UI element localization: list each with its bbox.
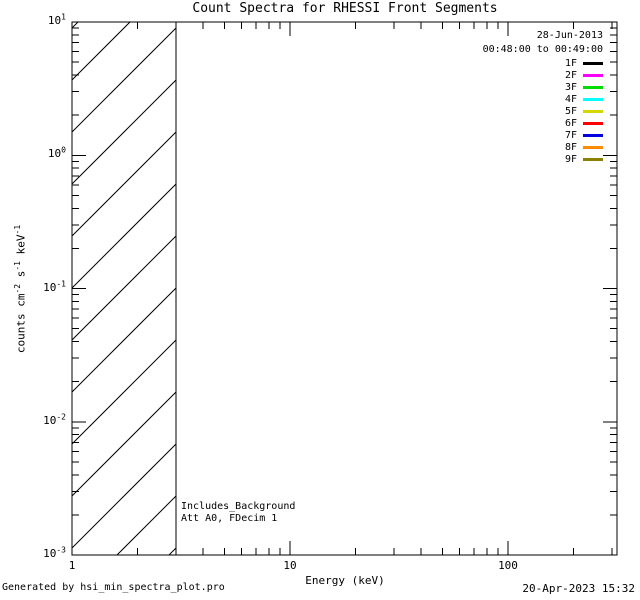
x-tick-label: 100 [498,559,518,572]
legend-entry-1f: 1F [483,57,603,69]
legend-entry-8f: 8F [483,141,603,153]
legend-date: 28-Jun-2013 [536,30,603,41]
legend-entry-4f: 4F [483,93,603,105]
legend-time-range: 00:48:00 to 00:49:00 [482,44,603,55]
x-tick-label: 1 [68,559,76,572]
chart-title: Count Spectra for RHESSI Front Segments [192,1,498,16]
y-tick-label: 10-3 [43,545,66,560]
x-tick-label: 10 [283,559,297,572]
legend: 28-Jun-2013 00:48:00 to 00:49:00 1F 2F 3F 4… [483,29,603,165]
y-tick-label: 10-2 [43,412,66,427]
hatch-line [71,443,177,549]
plot-annotation: Includes_Background Att A0, FDecim 1 [181,501,295,525]
y-tick-label: 101 [47,12,66,27]
y-axis-label: counts cm-2 s-1 keV-1 [12,224,28,354]
legend-label: 3F [564,81,577,93]
legend-swatch-6f [583,121,603,125]
footer-generated-by: Generated by hsi_min_spectra_plot.pro [2,582,225,593]
legend-entries: 1F 2F 3F 4F 5F 6F 7F 8F 9F [483,57,603,165]
legend-swatch-4f [583,97,603,101]
legend-swatch-8f [583,145,603,149]
y-tick-label: 10-1 [43,278,66,294]
legend-label: 1F [564,57,577,69]
legend-label: 5F [564,105,577,117]
hatch-line [71,235,177,341]
hatch-line [71,339,177,445]
legend-entry-7f: 7F [483,129,603,141]
legend-entry-5f: 5F [483,105,603,117]
x-axis-label: Energy (keV) [305,574,385,587]
hatch-line [71,21,79,29]
legend-label: 6F [564,117,577,129]
legend-swatch-9f [583,157,603,161]
footer-timestamp: 20-Apr-2023 15:32 [522,582,635,595]
hatch-line [116,495,177,556]
hatch-line [71,391,177,497]
legend-swatch-2f [583,73,603,77]
hatch-line [71,79,177,185]
legend-swatch-1f [583,61,603,65]
annotation-att-fdecim: Att A0, FDecim 1 [181,513,278,524]
legend-swatch-7f [583,133,603,137]
hatch-line [71,21,131,81]
legend-entry-9f: 9F [483,153,603,165]
hatch-line [71,183,177,289]
legend-label: 7F [564,129,577,141]
legend-entry-6f: 6F [483,117,603,129]
hatch-line [168,547,177,556]
legend-entry-3f: 3F [483,81,603,93]
hatch-line [71,131,177,237]
legend-label: 9F [564,153,577,165]
legend-entry-2f: 2F [483,69,603,81]
hatch-line [71,287,177,393]
annotation-includes-background: Includes_Background [181,501,296,512]
legend-swatch-5f [583,109,603,113]
y-tick-label: 100 [47,145,66,161]
legend-swatch-3f [583,85,603,89]
hatch-line [71,27,177,133]
legend-label: 2F [564,69,577,81]
legend-label: 4F [564,93,577,105]
legend-label: 8F [564,141,577,153]
